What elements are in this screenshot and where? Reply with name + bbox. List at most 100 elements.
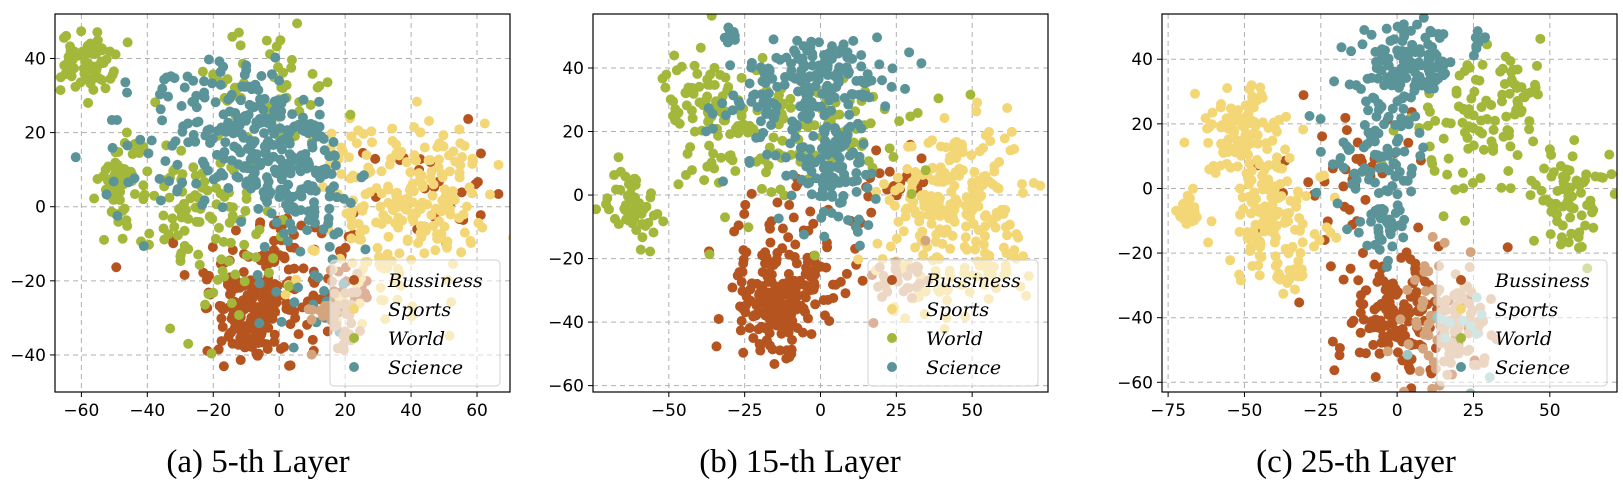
- scatter-point-sports: [1268, 227, 1279, 238]
- scatter-point-science: [848, 89, 859, 100]
- scatter-point-bussiness: [866, 207, 877, 218]
- scatter-point-world: [213, 222, 224, 233]
- scatter-point-science: [1385, 35, 1396, 46]
- scatter-point-world: [637, 232, 648, 243]
- scatter-point-world: [164, 192, 175, 203]
- scatter-point-world: [1450, 184, 1461, 195]
- scatter-point-science: [1304, 111, 1315, 122]
- scatter-point-world: [206, 348, 217, 359]
- scatter-point-sports: [309, 245, 320, 256]
- scatter-point-science: [1434, 32, 1445, 43]
- scatter-point-sports: [443, 150, 454, 161]
- scatter-point-sports: [423, 155, 434, 166]
- scatter-point-world: [1468, 110, 1479, 121]
- scatter-point-sports: [1294, 225, 1305, 236]
- scatter-point-sports: [1271, 126, 1282, 137]
- scatter-point-sports: [1314, 235, 1325, 246]
- scatter-point-sports: [433, 162, 444, 173]
- scatter-point-science: [155, 104, 166, 115]
- scatter-point-science: [1346, 46, 1357, 57]
- scatter-point-bussiness: [754, 290, 765, 301]
- scatter-point-sports: [361, 150, 372, 161]
- scatter-point-world: [122, 220, 133, 231]
- plot-frame: [1161, 13, 1618, 393]
- scatter-point-sports: [477, 222, 488, 233]
- scatter-point-science: [760, 77, 771, 88]
- scatter-point-world: [1508, 64, 1519, 75]
- scatter-point-bussiness: [753, 324, 764, 335]
- scatter-point-science: [296, 184, 307, 195]
- scatter-point-sports: [1278, 288, 1289, 299]
- scatter-point-world: [694, 97, 705, 108]
- scatter-point-bussiness: [238, 267, 249, 278]
- scatter-point-world: [169, 221, 180, 232]
- scatter-point-science: [814, 37, 825, 48]
- scatter-point-sports: [1255, 236, 1266, 247]
- scatter-point-science: [1410, 3, 1420, 13]
- scatter-point-bussiness: [1502, 242, 1513, 253]
- scatter-point-science: [155, 195, 166, 206]
- scatter-point-science: [820, 164, 831, 175]
- scatter-point-world: [933, 93, 944, 104]
- scatter-point-science: [70, 152, 81, 163]
- x-tick-label: −20: [195, 401, 231, 421]
- scatter-point-science: [314, 165, 325, 176]
- scatter-point-world: [117, 233, 128, 244]
- scatter-point-science: [1399, 31, 1410, 42]
- chart-panel-3: −75 −50 −25 0 25 50 −60 −40 −20 0 20 40 Bussiness Spo…: [1117, 3, 1618, 480]
- scatter-point-sports: [892, 172, 903, 183]
- scatter-point-sports: [966, 150, 977, 161]
- scatter-point-science: [1382, 255, 1393, 266]
- scatter-point-world: [603, 204, 614, 215]
- scatter-point-sports: [1186, 216, 1197, 227]
- scatter-point-science: [157, 115, 168, 126]
- scatter-point-science: [1315, 146, 1326, 157]
- scatter-point-sports: [384, 159, 395, 170]
- scatter-point-world: [121, 127, 132, 138]
- scatter-point-science: [1315, 114, 1326, 125]
- scatter-point-science: [210, 97, 221, 108]
- scatter-point-sports: [1189, 202, 1200, 213]
- scatter-point-science: [159, 74, 170, 85]
- scatter-point: [1423, 350, 1434, 361]
- scatter-point-science: [719, 32, 730, 43]
- scatter-point-bussiness: [918, 177, 929, 188]
- scatter-point-science: [1383, 111, 1394, 122]
- scatter-point-world: [712, 130, 723, 141]
- scatter-point-science: [1396, 121, 1407, 132]
- scatter-point-sports: [393, 222, 404, 233]
- scatter-point-science: [188, 129, 199, 140]
- scatter-point-sports: [417, 182, 428, 193]
- scatter-point-world: [635, 244, 646, 255]
- scatter-point: [1427, 231, 1438, 242]
- scatter-point-bussiness: [727, 282, 738, 293]
- scatter-point-sports: [391, 148, 402, 159]
- scatter-point-world: [55, 85, 66, 96]
- scatter-point-world: [212, 274, 223, 285]
- y-tick-label: 0: [1142, 179, 1153, 199]
- scatter-point-world: [1457, 167, 1468, 178]
- scatter-point-science: [1398, 232, 1409, 243]
- scatter-point-science: [276, 106, 287, 117]
- scatter-point-science: [1311, 187, 1322, 198]
- legend-label-bussiness: Bussiness: [387, 270, 483, 292]
- scatter-point-sports: [985, 136, 996, 147]
- scatter-point-world: [1560, 172, 1571, 183]
- scatter-point-sports: [417, 197, 428, 208]
- scatter-point-science: [1387, 103, 1398, 114]
- scatter-point-sports: [1221, 158, 1232, 169]
- scatter-point-world: [1478, 144, 1489, 155]
- scatter-point-bussiness: [764, 328, 775, 339]
- scatter-point-sports: [359, 224, 370, 235]
- scatter-point-bussiness: [1374, 348, 1385, 359]
- scatter-point-world: [1545, 229, 1556, 240]
- scatter-point-world: [322, 77, 333, 88]
- scatter-point-science: [717, 98, 728, 109]
- scatter-point-sports: [415, 172, 426, 183]
- scatter-point-sports: [947, 230, 958, 241]
- scatter-point-science: [833, 48, 844, 59]
- scatter-point-bussiness: [776, 316, 787, 327]
- scatter-point-science: [1445, 57, 1456, 68]
- scatter-point-science: [799, 102, 810, 113]
- scatter-point-science: [294, 162, 305, 173]
